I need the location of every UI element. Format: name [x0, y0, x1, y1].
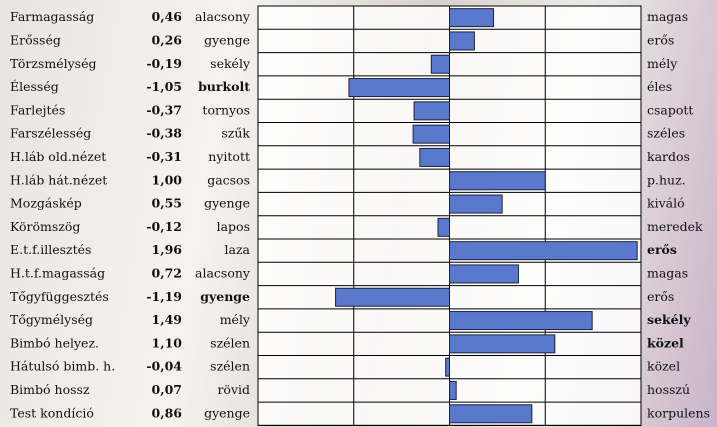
high-label: korpulens: [647, 405, 710, 420]
bar: [419, 147, 451, 167]
low-label: lapos: [217, 219, 250, 234]
high-label: sekély: [647, 312, 691, 327]
trait-label: Erősség: [10, 32, 61, 47]
bar: [449, 241, 638, 261]
low-label: gyenge: [200, 289, 250, 304]
high-label: p.huz.: [647, 172, 686, 187]
value-label: 0,55: [152, 196, 182, 211]
bar: [437, 217, 451, 237]
bar: [449, 171, 546, 191]
value-label: -0,37: [146, 102, 182, 117]
low-label: alacsony: [195, 9, 251, 24]
value-label: 1,96: [152, 242, 183, 257]
value-label: -0,38: [146, 126, 182, 141]
low-label: nyitott: [208, 149, 250, 164]
high-label: közel: [647, 335, 684, 350]
low-label: rövid: [217, 382, 250, 397]
value-label: -0,19: [146, 56, 182, 71]
low-label: gacsos: [207, 172, 250, 187]
value-label: 1,49: [152, 312, 182, 327]
trait-label: Farlejtés: [10, 102, 65, 117]
bar: [413, 101, 451, 121]
high-label: meredek: [647, 219, 703, 234]
bar: [449, 264, 519, 284]
trait-label: Törzsmélység: [10, 56, 96, 71]
trait-label: H.t.f.magasság: [10, 265, 105, 280]
high-label: kiváló: [647, 196, 685, 211]
value-label: -0,12: [146, 219, 182, 234]
trait-label: Test kondíció: [10, 405, 94, 420]
low-label: tornyos: [202, 102, 250, 117]
low-label: laza: [225, 242, 251, 257]
bar: [335, 287, 450, 307]
trait-label: Élesség: [10, 79, 59, 94]
bar: [449, 334, 556, 354]
low-label: gyenge: [204, 405, 250, 420]
high-label: mély: [647, 56, 678, 71]
value-label: 0,26: [152, 32, 183, 47]
trait-label: Körömszög: [10, 219, 80, 234]
low-label: mély: [220, 312, 251, 327]
trait-label: Mozgáskép: [10, 196, 82, 211]
bar: [449, 8, 495, 28]
low-label: gyenge: [204, 196, 250, 211]
high-label: kardos: [647, 149, 690, 164]
bar: [430, 54, 450, 74]
value-label: 0,72: [152, 265, 182, 280]
value-label: -0,04: [146, 359, 182, 374]
high-label: éles: [647, 79, 672, 94]
low-label: szűk: [221, 126, 250, 141]
high-label: közel: [647, 359, 680, 374]
trait-label: Farmagasság: [10, 9, 94, 24]
high-label: erős: [647, 289, 674, 304]
bar: [348, 78, 450, 98]
trait-label: Tőgymélység: [10, 312, 93, 327]
value-label: -0,31: [146, 149, 182, 164]
bar: [449, 194, 503, 214]
value-label: 0,46: [152, 9, 183, 24]
trait-label: Farszélesség: [10, 126, 91, 141]
trait-label: H.láb old.nézet: [10, 149, 106, 164]
bar: [449, 31, 475, 51]
high-label: csapott: [647, 102, 693, 117]
trait-label: Hátulsó bimb. h.: [10, 359, 115, 374]
trait-label: E.t.f.illesztés: [10, 242, 91, 257]
high-label: erős: [647, 242, 677, 257]
bar: [449, 311, 593, 331]
value-label: 1,00: [152, 172, 183, 187]
high-label: hosszú: [647, 382, 690, 397]
low-label: sekély: [210, 56, 251, 71]
value-label: 1,10: [152, 335, 183, 350]
value-label: -1,05: [146, 79, 182, 94]
trait-label: Bimbó hossz: [10, 382, 90, 397]
bar: [412, 124, 450, 144]
low-label: alacsony: [195, 265, 251, 280]
bar: [449, 404, 533, 424]
low-label: burkolt: [198, 79, 250, 94]
trait-label: Bimbó helyez.: [10, 335, 99, 350]
low-label: gyenge: [204, 32, 250, 47]
value-label: 0,86: [152, 405, 183, 420]
low-label: szélen: [210, 335, 250, 350]
high-label: magas: [647, 265, 688, 280]
high-label: erős: [647, 32, 674, 47]
value-label: 0,07: [152, 382, 182, 397]
high-label: magas: [647, 9, 688, 24]
high-label: széles: [647, 126, 685, 141]
bar: [445, 357, 451, 377]
trait-label: Tőgyfüggesztés: [10, 289, 109, 304]
bar: [449, 380, 457, 400]
low-label: szélen: [210, 359, 250, 374]
trait-label: H.láb hát.nézet: [10, 172, 107, 187]
value-label: -1,19: [146, 289, 182, 304]
